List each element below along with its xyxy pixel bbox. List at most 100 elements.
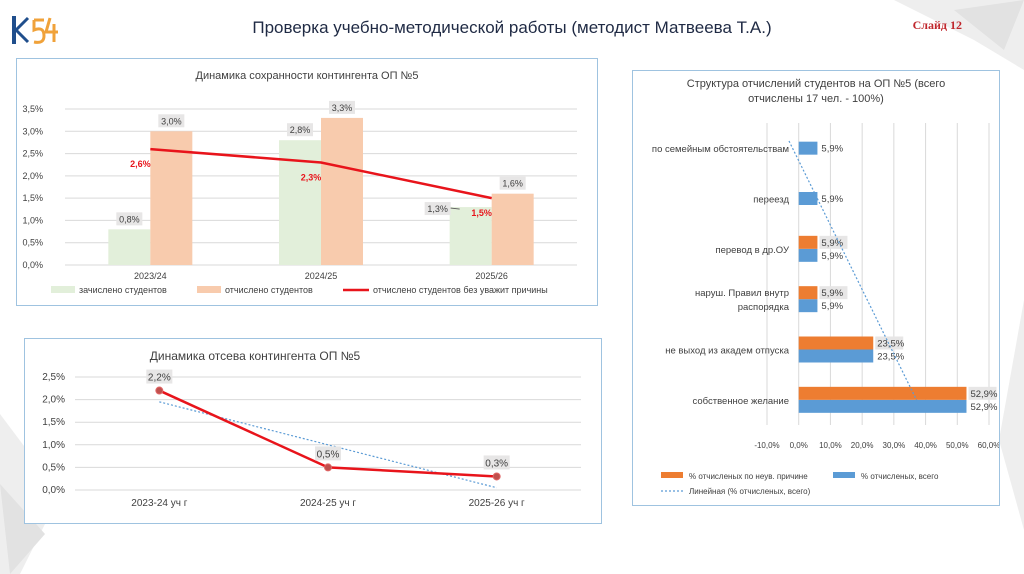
data-label-total: 23,5%: [877, 352, 904, 363]
legend-label-trend: Линейная (% отчисленых, всего): [689, 487, 811, 496]
data-label-line: 2,3%: [301, 172, 322, 182]
y-tick-label: 0,5%: [42, 462, 65, 473]
x-tick-label: 2025/26: [475, 271, 508, 281]
data-label-box: [146, 369, 173, 384]
y-tick-label: 2,5%: [22, 149, 43, 159]
y-tick-label: 1,0%: [22, 215, 43, 225]
bar-total: [798, 248, 818, 262]
data-label-box: [483, 455, 510, 470]
category-label: не выход из академ отпуска: [665, 346, 790, 357]
data-label-line: 1,5%: [471, 208, 492, 218]
data-label-unexcused: 23,5%: [877, 339, 904, 350]
data-label-expelled: 3,3%: [332, 103, 353, 113]
data-label-box: [158, 114, 185, 128]
data-label-line: 2,6%: [130, 159, 151, 169]
data-label-box: [287, 123, 313, 137]
data-label-box: [499, 176, 526, 190]
x-tick-label: 0,0%: [790, 441, 808, 450]
data-label-box: [424, 202, 451, 216]
x-tick-label: 20,0%: [851, 441, 874, 450]
y-tick-label: 1,0%: [42, 440, 65, 451]
y-tick-label: 2,0%: [22, 171, 43, 181]
data-label-enrolled: 2,8%: [290, 125, 311, 135]
bar-enrolled: [449, 207, 492, 265]
data-label-enrolled: 1,3%: [427, 204, 448, 214]
x-tick-label: 10,0%: [819, 441, 842, 450]
bar-total: [798, 299, 818, 313]
y-tick-label: 3,0%: [22, 126, 43, 136]
y-tick-label: 1,5%: [22, 193, 43, 203]
bar-total: [798, 192, 818, 205]
bar-enrolled: [108, 229, 151, 265]
slide-number: Слайд 12: [912, 18, 962, 32]
y-tick-label: 3,5%: [22, 104, 43, 114]
x-tick-label: 50,0%: [946, 441, 969, 450]
contingent-chart: Динамика сохранности контингента ОП №5 0,…: [22, 70, 577, 295]
x-tick-label: 2023/24: [134, 271, 167, 281]
decorative-polygons-right: [999, 300, 1024, 530]
y-tick-label: 0,0%: [42, 485, 65, 496]
x-tick-label: 2023-24 уч г: [131, 498, 187, 509]
logo-icon: [12, 16, 58, 44]
data-label-total: 52,9%: [970, 402, 997, 413]
data-point: [324, 463, 332, 472]
data-label-unexcused: 5,9%: [821, 288, 843, 299]
x-tick-label: 60,0%: [978, 441, 999, 450]
data-label-box: [875, 336, 904, 350]
data-label-total: 5,9%: [821, 144, 843, 155]
legend-label-unexcused: % отчисленых по неув. причине: [689, 472, 808, 481]
category-label: переезд: [753, 195, 789, 206]
data-label: 2,2%: [148, 373, 171, 384]
y-tick-label: 2,0%: [42, 395, 65, 406]
leader-line: [450, 207, 460, 210]
data-label-total: 5,9%: [821, 251, 843, 262]
data-point: [155, 386, 164, 395]
data-label-box: [819, 286, 848, 300]
data-point: [492, 472, 501, 481]
legend-swatch-total: [833, 472, 855, 478]
data-label-box: [315, 446, 341, 461]
bar-expelled: [321, 117, 363, 265]
x-tick-label: 30,0%: [883, 441, 906, 450]
bar-total: [798, 349, 874, 363]
legend-label-enrolled: зачислено студентов: [79, 285, 167, 295]
chart-title: Динамика сохранности контингента ОП №5: [196, 70, 419, 82]
bar-unexcused: [798, 235, 818, 249]
legend-swatch-unexcused: [661, 472, 683, 478]
chart-title-line: Структура отчислений студентов на ОП №5 …: [687, 78, 945, 90]
y-tick-label: 0,0%: [22, 260, 43, 270]
bar-total: [798, 399, 967, 413]
data-label-expelled: 3,0%: [161, 116, 182, 126]
chart-title: Динамика отсева контингента ОП №5: [150, 349, 361, 363]
bar-unexcused: [798, 286, 818, 300]
data-label-unexcused: 52,9%: [970, 389, 997, 400]
bar-unexcused: [798, 336, 874, 350]
category-label: по семейным обстоятельствам: [652, 144, 789, 155]
x-tick-label: 2024-25 уч г: [300, 498, 356, 509]
legend-swatch-expelled: [197, 286, 221, 293]
x-tick-label: 40,0%: [914, 441, 937, 450]
legend-label-expelled: отчислено студентов: [225, 285, 313, 295]
series-line-unexcused: [150, 147, 492, 200]
bar-unexcused: [798, 386, 967, 400]
data-label-box: [329, 100, 355, 114]
dropout-chart: Динамика отсева контингента ОП №5 0,0% 0,5…: [42, 349, 581, 509]
structure-chart-panel: Структура отчислений студентов на ОП №5 …: [632, 70, 1000, 506]
legend-swatch-enrolled: [51, 286, 75, 293]
data-label: 0,5%: [317, 449, 340, 460]
data-label-total: 5,9%: [821, 301, 843, 312]
chart-title-line: отчислены 17 чел. - 100%): [748, 93, 884, 105]
decorative-polygons-top: [894, 0, 1024, 70]
data-label-box: [968, 386, 997, 400]
data-label-total: 5,9%: [821, 194, 843, 205]
dropout-chart-panel: Динамика отсева контингента ОП №5 0,0% 0,5…: [24, 338, 602, 524]
y-tick-label: 1,5%: [42, 417, 65, 428]
data-label: 0,3%: [485, 458, 508, 469]
bar-total: [798, 141, 818, 155]
data-label-enrolled: 0,8%: [119, 214, 140, 224]
slide-title: Проверка учебно-методической работы (мет…: [252, 18, 772, 37]
y-tick-label: 0,5%: [22, 238, 43, 248]
x-tick-label: 2025-26 уч г: [469, 498, 525, 509]
data-label-expelled: 1,6%: [502, 179, 523, 189]
x-tick-label: 2024/25: [305, 271, 338, 281]
